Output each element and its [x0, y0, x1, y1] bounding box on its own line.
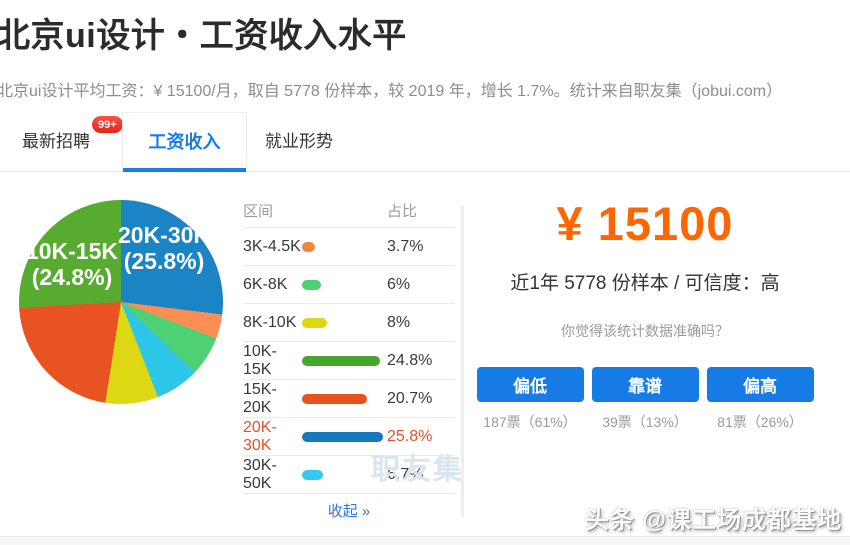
- column-header-range: 区间: [243, 202, 274, 220]
- range-label: 15K-20K: [243, 380, 277, 416]
- range-label: 8K-10K: [243, 313, 297, 331]
- bar-cell: [302, 355, 387, 366]
- bar-10k-15k: [302, 355, 380, 366]
- bar-cell: [302, 279, 387, 290]
- sample-confidence-line: 近1年 5778 份样本 / 可信度：高: [510, 273, 780, 294]
- table-row[interactable]: 8K-10K 8%: [243, 304, 455, 342]
- pct-value: 20.7%: [387, 389, 433, 407]
- range-label: 3K-4.5K: [243, 237, 301, 255]
- vote-fair-count: 39票（13%）: [602, 414, 688, 430]
- pct-value: 25.8%: [387, 427, 433, 445]
- table-row[interactable]: 6K-8K 6%: [243, 266, 455, 304]
- tab-employment-situation-label: 就业形势: [265, 132, 333, 151]
- bar-cell: [302, 431, 387, 442]
- pct-value: 8%: [387, 313, 411, 331]
- table-row[interactable]: 30K-50K 6.7%: [243, 456, 455, 494]
- range-label: 20K-30K: [243, 418, 277, 454]
- vote-cell-high: 偏高: [706, 367, 814, 402]
- collapse-link[interactable]: 收起 »: [327, 503, 371, 520]
- tab-salary-income-label: 工资收入: [148, 132, 221, 152]
- vote-button-row: 偏低 靠谱 偏高: [466, 367, 824, 402]
- tab-latest-jobs[interactable]: 最新招聘 99+: [22, 112, 123, 171]
- bottom-page-strip: [0, 536, 850, 545]
- bar-cell: [302, 241, 387, 252]
- bar-20k-30k: [302, 431, 383, 442]
- range-label: 6K-8K: [243, 275, 288, 293]
- pie-chart-circle: [19, 200, 223, 404]
- tab-salary-income[interactable]: 工资收入: [122, 112, 247, 172]
- vote-high-count: 81票（26%）: [717, 414, 803, 430]
- notification-badge: 99+: [92, 116, 123, 133]
- vote-low-count: 187票（61%）: [483, 414, 577, 430]
- table-row-highlighted[interactable]: 20K-30K 25.8%: [243, 418, 455, 456]
- bar-6k-8k: [302, 279, 321, 290]
- bar-cell: [302, 469, 387, 480]
- salary-distribution-pie-chart: 20K-30K (25.8%) 10K-15K (24.8%): [19, 200, 223, 404]
- pct-value: 24.8%: [387, 351, 433, 369]
- pct-value: 3.7%: [387, 237, 424, 255]
- pct-value: 6%: [387, 275, 411, 293]
- page-subtitle: 北京ui设计平均工资：¥ 15100/月，取自 5778 份样本，较 2019 …: [0, 83, 783, 100]
- bar-cell: [302, 317, 387, 328]
- average-salary-amount: ¥ 15100: [556, 197, 734, 250]
- salary-distribution-table: 区间 占比 3K-4.5K 3.7% 6K-8K 6% 8K-10K 8% 10…: [243, 193, 455, 528]
- bar-30k-50k: [302, 469, 323, 480]
- vote-low-button[interactable]: 偏低: [476, 367, 584, 402]
- table-row[interactable]: 3K-4.5K 3.7%: [243, 228, 455, 266]
- pct-value: 6.7%: [387, 465, 424, 483]
- table-header: 区间 占比: [243, 193, 455, 228]
- table-row[interactable]: 15K-20K 20.7%: [243, 380, 455, 418]
- page-title: 北京ui设计・工资收入水平: [0, 17, 407, 55]
- vote-high-button[interactable]: 偏高: [706, 367, 814, 402]
- vote-cell-fair: 靠谱: [591, 367, 699, 402]
- tab-latest-jobs-label: 最新招聘: [22, 132, 90, 151]
- active-tab-underline: [123, 168, 246, 172]
- column-header-share: 占比: [387, 202, 418, 220]
- vertical-divider: [461, 205, 464, 517]
- tab-employment-situation[interactable]: 就业形势: [265, 112, 333, 171]
- bar-cell: [302, 393, 387, 404]
- bar-8k-10k: [302, 317, 327, 328]
- bar-15k-20k: [302, 393, 367, 404]
- vote-count-row: 187票（61%） 39票（13%） 81票（26%）: [466, 412, 824, 432]
- range-label: 30K-50K: [243, 456, 277, 492]
- accuracy-question: 你觉得该统计数据准确吗？: [561, 323, 729, 339]
- table-row[interactable]: 10K-15K 24.8%: [243, 342, 455, 380]
- vote-cell-low: 偏低: [476, 367, 584, 402]
- salary-summary-panel: ¥ 15100 近1年 5778 份样本 / 可信度：高 你觉得该统计数据准确吗…: [466, 196, 824, 432]
- range-label: 10K-15K: [243, 342, 277, 378]
- vote-fair-button[interactable]: 靠谱: [591, 367, 699, 402]
- bar-3k-4.5k: [302, 241, 315, 252]
- toutiao-author-watermark: 头条 @课工场成都基地: [584, 507, 842, 534]
- tab-bar: 最新招聘 99+ 工资收入 就业形势: [0, 112, 850, 172]
